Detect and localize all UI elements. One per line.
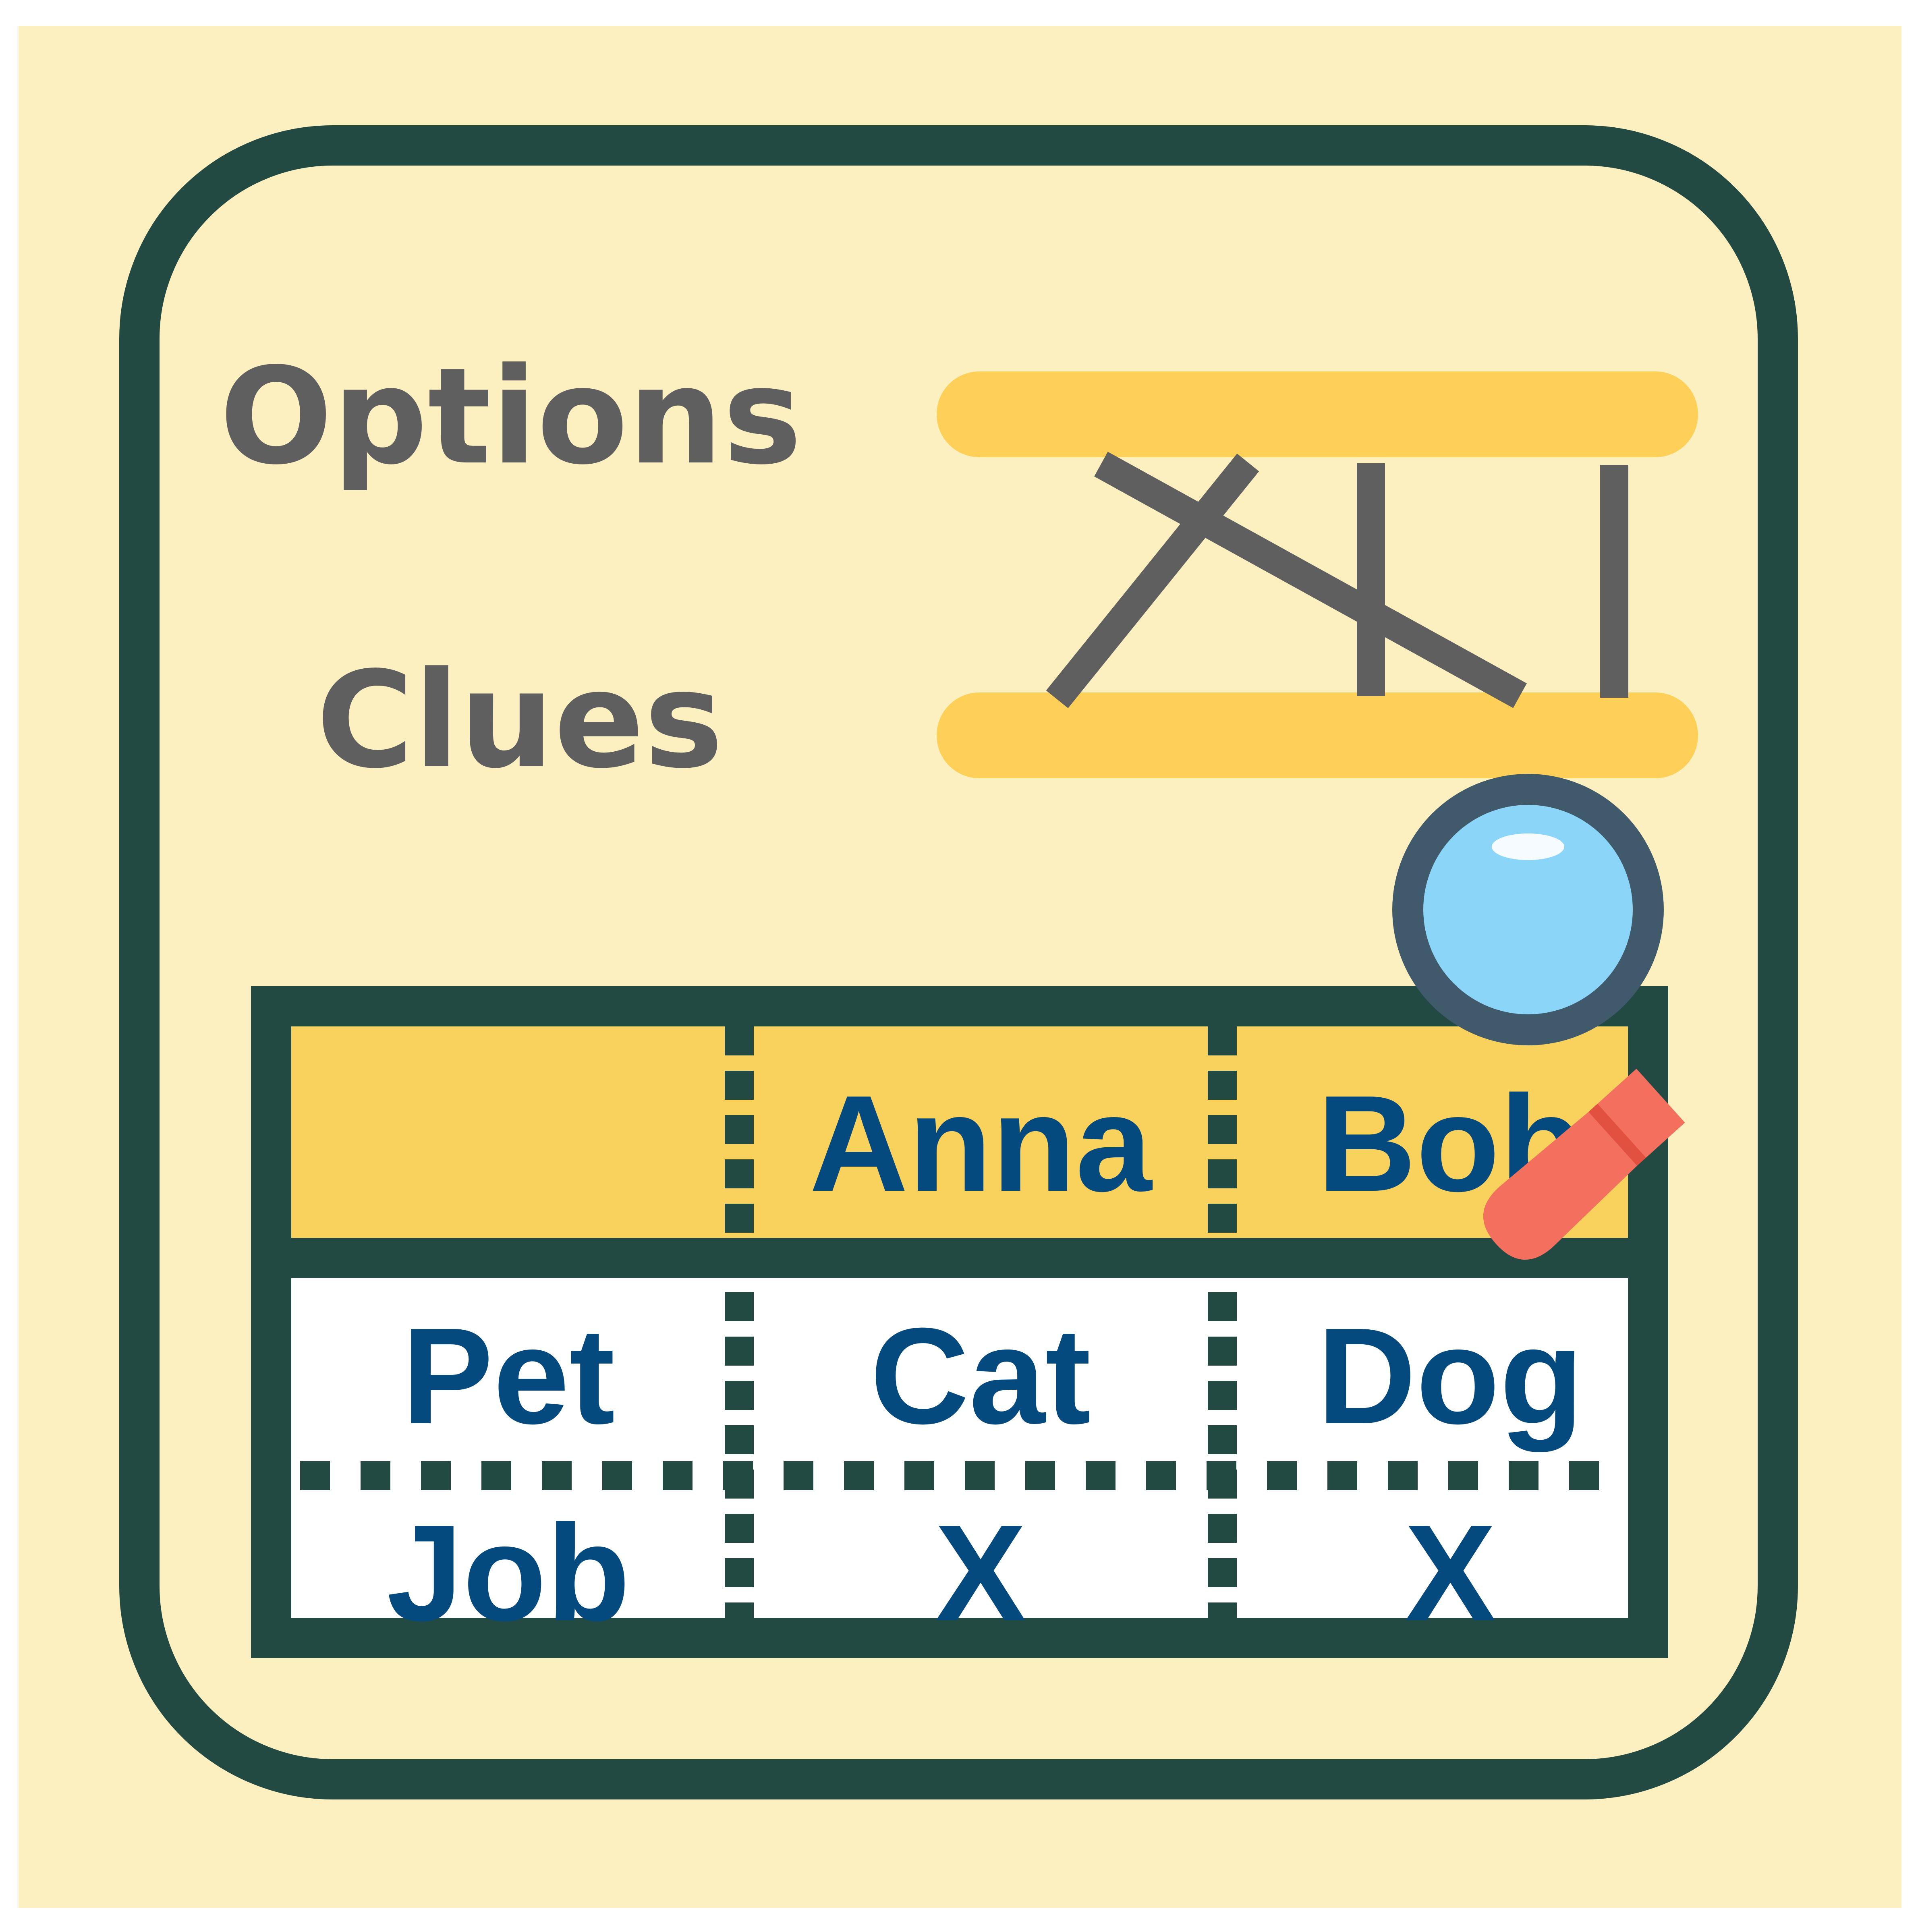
options-label: Options xyxy=(220,339,802,494)
magnifier-neck-stripe xyxy=(1586,1104,1646,1167)
logic-grid-table: Anna Bob Pet Cat Dog Job X X xyxy=(251,986,1668,1658)
cell-bob-job: X xyxy=(1405,1497,1497,1650)
connection-lines xyxy=(1046,452,1628,708)
rounded-frame xyxy=(119,125,1798,1799)
magnifying-glass-icon xyxy=(1392,774,1685,1260)
clues-label: Clues xyxy=(316,643,723,798)
body-rows xyxy=(271,1258,1648,1638)
options-highlight-bar xyxy=(937,371,1698,457)
row-label-job: Job xyxy=(387,1497,630,1650)
header-row xyxy=(271,1006,1648,1258)
cell-bob-pet: Dog xyxy=(1317,1300,1584,1453)
cell-anna-pet: Cat xyxy=(870,1300,1091,1453)
table-border xyxy=(251,986,1668,1658)
clues-highlight-bar xyxy=(937,692,1698,778)
magnifier-glint xyxy=(1492,833,1564,860)
row-label-pet: Pet xyxy=(402,1300,615,1453)
header-cell-anna: Anna xyxy=(809,1067,1153,1220)
connection-line xyxy=(1046,454,1259,708)
connection-line xyxy=(1094,452,1527,708)
magnifier-handle xyxy=(1483,1112,1637,1260)
magnifier-lens xyxy=(1423,805,1633,1014)
cell-anna-job: X xyxy=(935,1497,1027,1650)
